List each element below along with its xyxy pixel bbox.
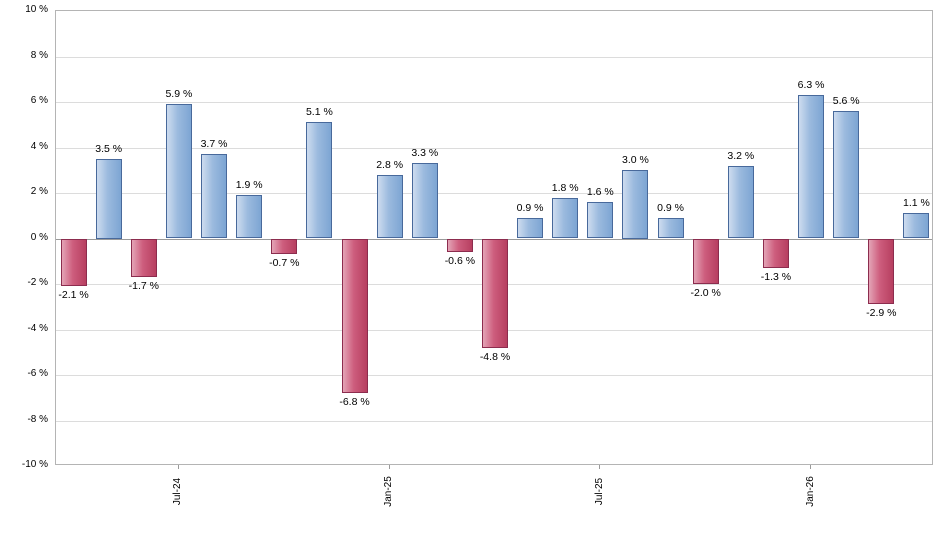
y-axis-tick-label: -10 % xyxy=(21,459,48,470)
negative-return-bar xyxy=(446,238,473,253)
positive-return-bar xyxy=(903,213,930,239)
bar-value-label: 1.8 % xyxy=(551,181,579,194)
y-axis-tick-label: -6 % xyxy=(27,368,48,379)
bar-value-label: 2.8 % xyxy=(376,158,404,171)
negative-return-bar xyxy=(482,238,508,348)
bar-value-label: 0.9 % xyxy=(516,202,544,215)
positive-return-bar xyxy=(411,163,438,239)
bar-value-label: -2.0 % xyxy=(690,287,721,299)
x-axis-tick-mark xyxy=(177,465,179,469)
negative-return-bar xyxy=(271,238,298,255)
gridline xyxy=(56,102,932,103)
positive-return-bar xyxy=(657,218,684,239)
plot-area: -2.1 % 3.5 % -1.7 % 5.9 % 3.7 % 1.9 % -0.7 % 5.… xyxy=(55,10,933,465)
x-axis-tick-label-text: Jan-25 xyxy=(383,475,395,507)
x-axis-tick-label: Jul-25 xyxy=(574,468,624,514)
x-axis-tick-mark xyxy=(599,465,601,469)
y-axis-tick-label: 4 % xyxy=(30,140,48,152)
x-axis-tick-label-text: Jul-25 xyxy=(593,477,605,505)
bar-value-label: -1.7 % xyxy=(128,280,159,293)
positive-return-bar xyxy=(798,95,825,239)
negative-return-bar xyxy=(692,238,719,284)
positive-return-bar xyxy=(587,202,614,239)
negative-return-bar xyxy=(60,238,87,287)
negative-return-bar xyxy=(341,238,368,394)
y-axis-tick-label: -8 % xyxy=(27,413,48,425)
positive-return-bar xyxy=(727,165,754,239)
positive-return-bar xyxy=(833,111,860,239)
bar-value-label: -4.8 % xyxy=(479,350,511,363)
y-axis-tick-label: 8 % xyxy=(30,49,48,61)
bar-value-label: 0.9 % xyxy=(657,202,685,215)
x-axis-tick-label-text: Jan-26 xyxy=(804,475,816,507)
x-axis-tick-mark xyxy=(810,465,812,469)
positive-return-bar xyxy=(376,174,403,239)
gridline xyxy=(56,375,932,376)
y-axis-tick-label: 6 % xyxy=(30,95,48,106)
gridline xyxy=(56,193,932,194)
bar-value-label: 3.5 % xyxy=(95,142,123,155)
x-axis-tick-label: Jan-26 xyxy=(785,468,835,514)
bar-value-label: 5.1 % xyxy=(305,106,333,119)
y-axis-tick-label: -4 % xyxy=(27,322,48,334)
bar-value-label: -0.7 % xyxy=(269,257,300,270)
bar-value-label: 3.7 % xyxy=(200,138,228,151)
positive-return-bar xyxy=(552,197,579,239)
y-axis-tick-label: 10 % xyxy=(25,4,48,15)
bar-value-label: 3.2 % xyxy=(727,149,755,162)
positive-return-bar xyxy=(201,154,228,239)
bar-value-label: 3.0 % xyxy=(622,154,649,167)
gridline xyxy=(56,147,932,149)
bar-value-label: -1.3 % xyxy=(760,271,792,284)
positive-return-bar xyxy=(165,104,192,239)
bar-value-label: 1.1 % xyxy=(903,197,930,210)
negative-return-bar xyxy=(762,238,789,269)
bar-value-label: 5.6 % xyxy=(832,95,860,108)
bar-value-label: 6.3 % xyxy=(797,79,825,92)
positive-return-bar xyxy=(517,218,544,239)
x-axis-tick-label: Jul-24 xyxy=(153,468,203,514)
bar-value-label: -2.9 % xyxy=(866,307,897,320)
x-axis-tick-label-text: Jul-24 xyxy=(172,477,184,505)
y-axis-tick-label: 2 % xyxy=(30,186,48,197)
bar-value-label: 1.6 % xyxy=(586,186,614,199)
bar-value-label: -0.6 % xyxy=(444,255,476,268)
gridline xyxy=(56,56,932,58)
positive-return-bar xyxy=(236,195,263,239)
bar-value-label: 3.3 % xyxy=(411,147,439,160)
bar-value-label: 5.9 % xyxy=(165,88,193,101)
negative-return-bar xyxy=(868,238,895,305)
bar-value-label: -2.1 % xyxy=(58,289,89,302)
positive-return-bar xyxy=(306,122,333,239)
x-axis-tick-label: Jan-25 xyxy=(364,468,414,514)
y-axis-tick-label: -2 % xyxy=(27,277,48,288)
bar-value-label: -6.8 % xyxy=(339,396,370,409)
bar-value-label: 1.9 % xyxy=(235,179,263,192)
y-axis-tick-label: 0 % xyxy=(30,231,48,243)
negative-return-bar xyxy=(130,238,157,278)
positive-return-bar xyxy=(622,170,649,239)
x-axis-tick-mark xyxy=(388,465,390,469)
gridline xyxy=(56,420,932,422)
positive-return-bar xyxy=(95,158,122,239)
